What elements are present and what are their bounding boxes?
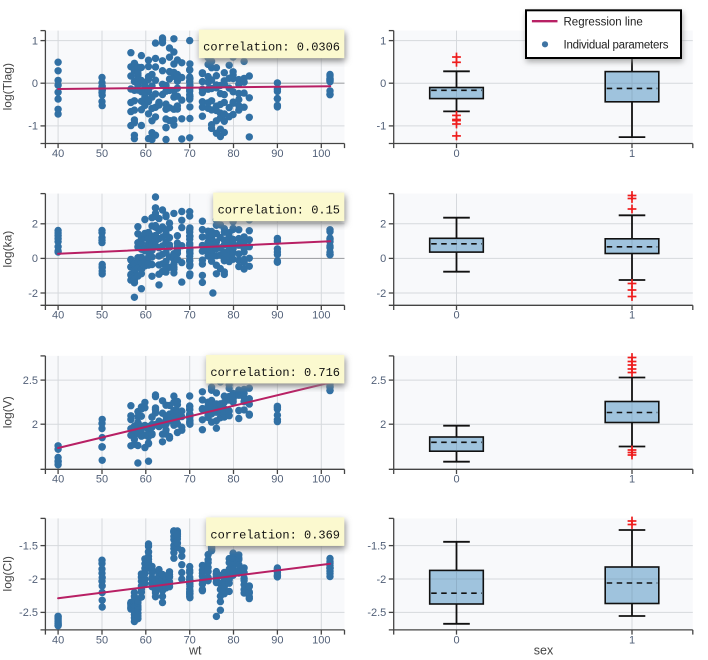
- svg-text:-2: -2: [377, 574, 387, 586]
- svg-text:2: 2: [32, 419, 38, 431]
- svg-text:correlation: 0.716: correlation: 0.716: [210, 366, 340, 380]
- svg-text:50: 50: [96, 310, 108, 322]
- svg-text:80: 80: [227, 634, 239, 646]
- svg-text:60: 60: [140, 148, 152, 160]
- svg-text:correlation: 0.0306: correlation: 0.0306: [203, 41, 340, 55]
- svg-text:log(Tlag): log(Tlag): [1, 63, 15, 110]
- svg-text:80: 80: [227, 310, 239, 322]
- svg-text:sex: sex: [534, 644, 554, 658]
- svg-text:-2: -2: [28, 288, 38, 300]
- svg-text:0: 0: [453, 148, 459, 160]
- svg-text:log(V): log(V): [1, 396, 15, 428]
- svg-text:0: 0: [32, 78, 38, 90]
- svg-text:90: 90: [271, 474, 283, 486]
- svg-text:1: 1: [629, 474, 635, 486]
- svg-text:Individual parameters: Individual parameters: [564, 40, 669, 52]
- svg-text:-2: -2: [28, 574, 38, 586]
- svg-text:50: 50: [96, 474, 108, 486]
- svg-text:70: 70: [184, 474, 196, 486]
- svg-text:70: 70: [184, 148, 196, 160]
- svg-text:correlation: 0.369: correlation: 0.369: [210, 528, 340, 542]
- svg-text:-2.5: -2.5: [367, 607, 386, 619]
- svg-text:0: 0: [32, 253, 38, 265]
- svg-text:100: 100: [312, 634, 330, 646]
- svg-text:80: 80: [227, 474, 239, 486]
- svg-text:-1: -1: [28, 121, 38, 133]
- svg-text:2: 2: [380, 219, 386, 231]
- svg-text:wt: wt: [188, 644, 202, 658]
- svg-text:40: 40: [52, 310, 64, 322]
- svg-text:0: 0: [380, 78, 386, 90]
- svg-text:90: 90: [271, 634, 283, 646]
- svg-text:90: 90: [271, 148, 283, 160]
- svg-text:0: 0: [380, 253, 386, 265]
- svg-text:70: 70: [184, 634, 196, 646]
- svg-text:2.5: 2.5: [371, 375, 386, 387]
- svg-text:2: 2: [32, 219, 38, 231]
- svg-text:2: 2: [380, 419, 386, 431]
- svg-text:50: 50: [96, 634, 108, 646]
- svg-text:1: 1: [629, 310, 635, 322]
- svg-text:60: 60: [140, 634, 152, 646]
- svg-text:60: 60: [140, 310, 152, 322]
- svg-text:50: 50: [96, 148, 108, 160]
- svg-text:Regression line: Regression line: [564, 16, 643, 28]
- svg-text:100: 100: [312, 474, 330, 486]
- svg-text:-2.5: -2.5: [19, 607, 38, 619]
- svg-text:2.5: 2.5: [23, 375, 38, 387]
- svg-text:-1: -1: [377, 121, 387, 133]
- svg-text:1: 1: [32, 35, 38, 47]
- svg-text:40: 40: [52, 634, 64, 646]
- svg-text:40: 40: [52, 474, 64, 486]
- svg-text:log(Cl): log(Cl): [1, 556, 15, 591]
- svg-text:80: 80: [227, 148, 239, 160]
- svg-text:100: 100: [312, 148, 330, 160]
- svg-text:1: 1: [380, 35, 386, 47]
- svg-text:log(ka): log(ka): [1, 231, 15, 268]
- svg-text:-2: -2: [377, 288, 387, 300]
- svg-text:-1.5: -1.5: [19, 540, 38, 552]
- svg-text:correlation: 0.15: correlation: 0.15: [218, 204, 340, 218]
- svg-text:40: 40: [52, 148, 64, 160]
- svg-text:1: 1: [629, 634, 635, 646]
- svg-text:70: 70: [184, 310, 196, 322]
- svg-text:-1.5: -1.5: [367, 540, 386, 552]
- svg-text:90: 90: [271, 310, 283, 322]
- svg-text:100: 100: [312, 310, 330, 322]
- svg-text:0: 0: [453, 310, 459, 322]
- svg-text:1: 1: [629, 148, 635, 160]
- svg-text:0: 0: [453, 474, 459, 486]
- svg-text:0: 0: [453, 634, 459, 646]
- svg-text:60: 60: [140, 474, 152, 486]
